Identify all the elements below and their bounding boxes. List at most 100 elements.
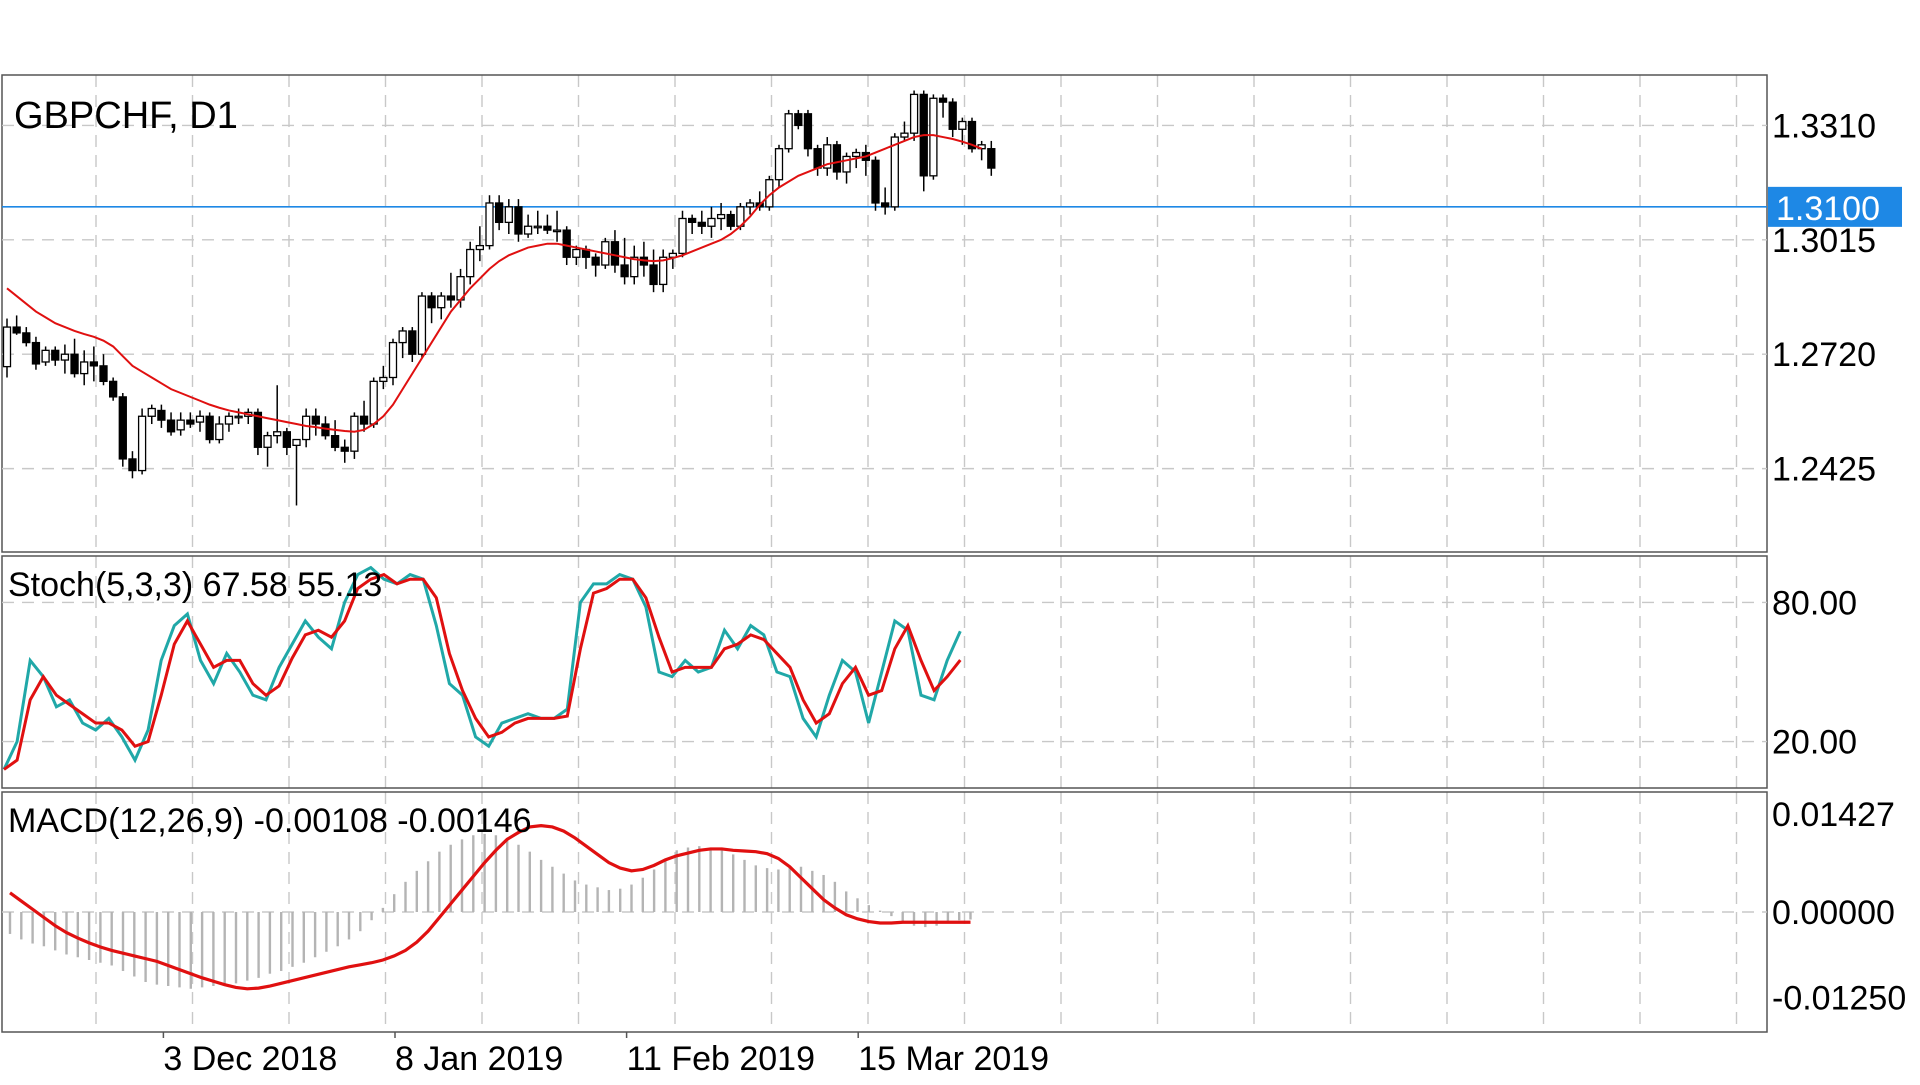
candle-body: [881, 202, 890, 208]
candle-body: [31, 341, 41, 365]
candle-body: [794, 113, 803, 127]
macd-axis-label: 0.01427: [1772, 796, 1895, 834]
candle-body: [958, 120, 967, 130]
candle-body: [562, 229, 571, 258]
candle-body: [70, 353, 79, 375]
candle-body: [649, 264, 658, 286]
candle-body: [234, 415, 243, 419]
candle-body: [987, 148, 996, 169]
macd-signal-line: [9, 823, 971, 991]
candle-body: [379, 376, 388, 383]
candle-body: [446, 295, 456, 301]
candle-body: [195, 415, 205, 423]
candle-body: [678, 217, 687, 255]
candle-body: [330, 435, 340, 448]
candle-body: [890, 136, 899, 208]
candle-body: [688, 217, 697, 224]
current-price-label: 1.3100: [1776, 190, 1880, 228]
candle-body: [591, 256, 600, 266]
candle-body: [109, 380, 118, 398]
candle-body: [929, 97, 938, 177]
x-axis-label: 3 Dec 2018: [163, 1040, 337, 1078]
x-axis-label: 8 Jan 2019: [395, 1040, 563, 1078]
candle-body: [12, 326, 21, 334]
price-axis-label: 1.3310: [1772, 107, 1876, 145]
stoch-main-line: [2, 565, 962, 771]
candle-body: [475, 244, 485, 251]
candle-body: [186, 419, 195, 425]
candle-body: [610, 241, 620, 266]
stoch-signal-line: [3, 572, 962, 771]
candle-body: [784, 113, 793, 150]
x-axis-label: 15 Mar 2019: [858, 1040, 1049, 1078]
candle-body: [832, 144, 842, 173]
candle-body: [263, 435, 272, 448]
candle-body: [716, 213, 726, 220]
ma-line: [6, 134, 983, 433]
candle-body: [51, 349, 60, 361]
candle-body: [659, 256, 668, 286]
candle-body: [745, 202, 755, 208]
candle-body: [707, 217, 716, 227]
price-axis-label: 1.2425: [1772, 451, 1876, 489]
price-axis-label: 1.3015: [1772, 222, 1876, 260]
candle-body: [41, 349, 50, 363]
candle-body: [311, 415, 320, 425]
candle-body: [572, 248, 581, 258]
candle-body: [80, 361, 89, 375]
candle-body: [437, 295, 446, 309]
candle-body: [494, 202, 504, 224]
candle-body: [369, 380, 378, 425]
candle-body: [408, 330, 417, 355]
candle-body: [99, 365, 108, 383]
candle-body: [205, 415, 214, 441]
candle-body: [388, 341, 398, 379]
candle-body: [533, 225, 542, 229]
candle-body: [253, 411, 263, 448]
candle-body: [504, 206, 513, 224]
candle-body: [813, 148, 822, 169]
stoch-panel-title: Stoch(5,3,3) 67.58 55.13: [8, 566, 382, 604]
candle-body: [118, 396, 127, 460]
candle-body: [823, 144, 832, 169]
candle-body: [292, 438, 301, 447]
candle-body: [552, 229, 562, 233]
macd-panel-title: MACD(12,26,9) -0.00108 -0.00146: [8, 802, 532, 840]
candle-body: [350, 415, 359, 452]
candle-body: [852, 151, 861, 158]
candle-body: [301, 415, 311, 441]
candle-body: [89, 361, 98, 367]
main-panel-title: GBPCHF, D1: [14, 95, 238, 137]
candle-body: [60, 353, 70, 361]
candle-body: [215, 423, 224, 441]
candle-body: [948, 101, 957, 130]
macd-axis-label: -0.01250: [1772, 980, 1906, 1018]
candle-body: [176, 419, 185, 431]
candle-body: [137, 415, 147, 472]
candle-body: [630, 256, 639, 278]
candle-body: [340, 446, 349, 452]
stoch-axis-label: 20.00: [1772, 724, 1857, 762]
candle-body: [871, 159, 880, 204]
price-axis-label: 1.2720: [1772, 336, 1876, 374]
candle-body: [273, 431, 282, 437]
candle-body: [147, 407, 156, 417]
macd-axis-label: 0.00000: [1772, 894, 1895, 932]
candle-body: [900, 132, 909, 138]
candle-body: [967, 120, 977, 150]
candle-body: [938, 97, 948, 103]
candle-body: [157, 409, 166, 421]
candle-body: [427, 295, 436, 309]
x-axis-label: 11 Feb 2019: [627, 1040, 815, 1078]
candle-body: [774, 148, 784, 181]
candle-body: [485, 202, 494, 247]
candle-body: [166, 419, 176, 433]
candle-body: [128, 458, 137, 472]
candle-body: [620, 264, 629, 278]
candle-body: [2, 326, 12, 368]
current-price-badge: [1768, 186, 1902, 227]
stoch-axis-label: 80.00: [1772, 584, 1857, 622]
candle-body: [398, 330, 407, 344]
